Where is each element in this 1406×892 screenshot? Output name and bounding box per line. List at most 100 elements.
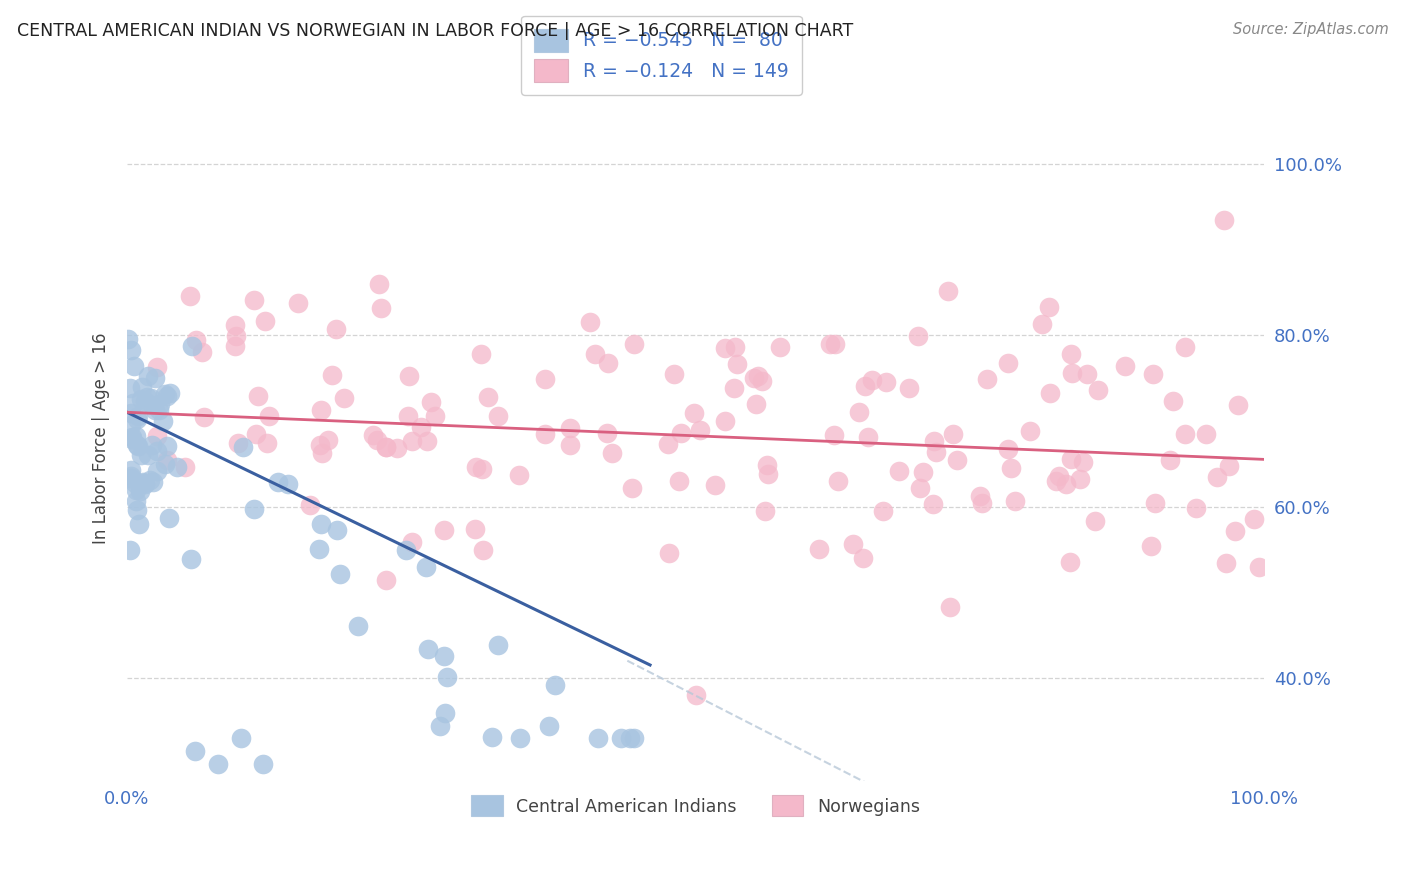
Y-axis label: In Labor Force | Age > 16: In Labor Force | Age > 16: [93, 332, 110, 544]
Point: [363, 428, 385, 442]
Point: [156, 389, 179, 403]
Point: [411, 420, 433, 434]
Point: [714, 414, 737, 428]
Point: [159, 385, 181, 400]
Point: [808, 542, 831, 557]
Point: [623, 731, 645, 745]
Point: [1142, 367, 1164, 381]
Point: [619, 731, 641, 745]
Point: [754, 504, 776, 518]
Point: [125, 493, 148, 508]
Point: [1071, 455, 1094, 469]
Point: [127, 437, 149, 451]
Point: [125, 411, 148, 425]
Point: [385, 441, 408, 455]
Point: [156, 439, 179, 453]
Point: [1174, 340, 1197, 354]
Point: [142, 475, 165, 490]
Point: [685, 688, 707, 702]
Point: [287, 296, 309, 310]
Point: [907, 329, 929, 343]
Point: [1226, 398, 1249, 412]
Point: [841, 537, 863, 551]
Point: [134, 477, 156, 491]
Point: [148, 403, 170, 417]
Point: [129, 484, 152, 499]
Point: [155, 457, 177, 471]
Point: [136, 369, 159, 384]
Point: [1054, 476, 1077, 491]
Point: [945, 453, 967, 467]
Point: [179, 289, 201, 303]
Point: [534, 426, 557, 441]
Point: [924, 445, 946, 459]
Point: [911, 466, 934, 480]
Point: [820, 337, 842, 351]
Point: [1247, 559, 1270, 574]
Point: [769, 340, 792, 354]
Point: [1213, 212, 1236, 227]
Point: [997, 442, 1019, 456]
Point: [366, 434, 388, 448]
Point: [311, 446, 333, 460]
Point: [120, 470, 142, 484]
Point: [745, 397, 768, 411]
Point: [723, 381, 745, 395]
Point: [127, 409, 149, 423]
Point: [347, 619, 370, 633]
Point: [860, 373, 883, 387]
Point: [623, 336, 645, 351]
Point: [848, 405, 870, 419]
Point: [1194, 427, 1216, 442]
Point: [136, 390, 159, 404]
Point: [898, 381, 921, 395]
Point: [120, 462, 142, 476]
Point: [401, 534, 423, 549]
Point: [481, 731, 503, 745]
Point: [277, 477, 299, 491]
Text: Source: ZipAtlas.com: Source: ZipAtlas.com: [1233, 22, 1389, 37]
Point: [1004, 493, 1026, 508]
Point: [395, 542, 418, 557]
Point: [226, 435, 249, 450]
Point: [433, 523, 456, 537]
Point: [117, 332, 139, 346]
Point: [579, 315, 602, 329]
Point: [309, 403, 332, 417]
Point: [125, 483, 148, 497]
Point: [120, 542, 142, 557]
Point: [374, 440, 396, 454]
Point: [416, 641, 439, 656]
Point: [471, 461, 494, 475]
Legend: Central American Indians, Norwegians: Central American Indians, Norwegians: [464, 789, 927, 823]
Point: [225, 329, 247, 343]
Point: [939, 600, 962, 615]
Point: [970, 495, 993, 509]
Point: [224, 318, 246, 332]
Point: [657, 437, 679, 451]
Point: [134, 394, 156, 409]
Point: [121, 433, 143, 447]
Point: [714, 341, 737, 355]
Point: [148, 397, 170, 411]
Point: [486, 409, 509, 423]
Point: [1161, 394, 1184, 409]
Point: [436, 670, 458, 684]
Point: [827, 474, 849, 488]
Point: [191, 344, 214, 359]
Point: [470, 346, 492, 360]
Point: [309, 516, 332, 531]
Point: [186, 333, 208, 347]
Point: [560, 420, 582, 434]
Point: [1039, 386, 1062, 401]
Point: [689, 423, 711, 437]
Point: [131, 380, 153, 394]
Point: [252, 756, 274, 771]
Point: [145, 403, 167, 417]
Point: [508, 468, 530, 483]
Point: [872, 504, 894, 518]
Point: [477, 390, 499, 404]
Point: [243, 293, 266, 307]
Point: [595, 425, 617, 440]
Point: [122, 359, 145, 374]
